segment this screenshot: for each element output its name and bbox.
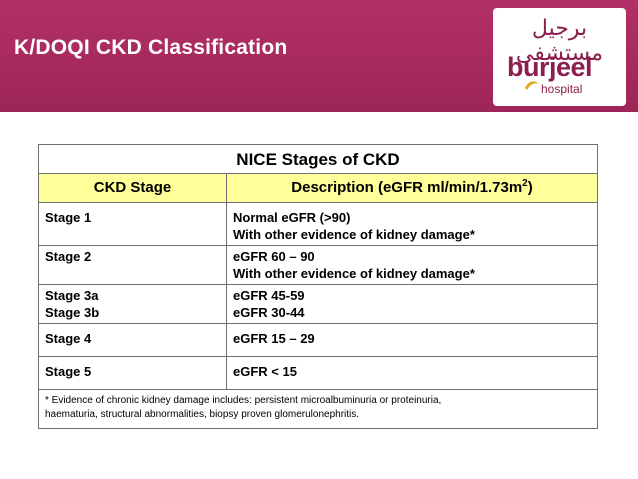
stage-label: Stage 1 — [45, 210, 92, 225]
header-description: Description (eGFR ml/min/1.73m2) — [225, 173, 599, 203]
logo-arabic-text: برجيل مستشفى — [515, 16, 604, 66]
stage-label: Stage 3a — [45, 288, 99, 303]
description-cell: Normal eGFR (>90) With other evidence of … — [225, 202, 599, 246]
stage-cell: Stage 1 — [38, 202, 227, 246]
table-header-row: CKD Stage Description (eGFR ml/min/1.73m… — [38, 173, 599, 203]
description-line: With other evidence of kidney damage* — [233, 266, 475, 281]
description-line: eGFR < 15 — [233, 364, 297, 379]
table-row: Stage 5 eGFR < 15 — [38, 356, 599, 390]
footnote-row: * Evidence of chronic kidney damage incl… — [37, 389, 599, 429]
description-cell: eGFR 60 – 90 With other evidence of kidne… — [225, 245, 599, 285]
stage-label: Stage 3b — [45, 305, 100, 320]
description-line: eGFR 60 – 90 — [233, 249, 315, 264]
table-row: Stage 2 eGFR 60 – 90 With other evidence … — [38, 245, 599, 285]
title-banner: K/DOQI CKD Classification برجيل مستشفى b… — [0, 0, 638, 112]
logo-subtitle-text: hospital — [541, 82, 583, 96]
description-line: eGFR 30-44 — [233, 305, 305, 320]
description-cell: eGFR 45-59 eGFR 30-44 — [225, 284, 599, 324]
footnote-cell: * Evidence of chronic kidney damage incl… — [37, 389, 599, 429]
description-cell: eGFR 15 – 29 — [225, 323, 599, 357]
footnote-line: * Evidence of chronic kidney damage incl… — [45, 395, 442, 406]
description-line: Normal eGFR (>90) — [233, 210, 351, 225]
stage-cell: Stage 4 — [38, 323, 227, 357]
ckd-stages-table: NICE Stages of CKD CKD Stage Description… — [37, 144, 599, 429]
description-line: With other evidence of kidney damage* — [233, 227, 475, 242]
table-row: Stage 3a Stage 3b eGFR 45-59 eGFR 30-44 — [38, 284, 599, 324]
footnote-line: haematuria, structural abnormalities, bi… — [45, 409, 360, 420]
stage-label: Stage 5 — [45, 364, 92, 379]
header-description-close: ) — [527, 179, 533, 196]
stage-cell: Stage 2 — [38, 245, 227, 285]
stage-label: Stage 4 — [45, 331, 92, 346]
stage-cell: Stage 5 — [38, 356, 227, 390]
slide-title: K/DOQI CKD Classification — [14, 36, 288, 59]
description-line: eGFR 45-59 — [233, 288, 305, 303]
table-row: Stage 1 Normal eGFR (>90) With other evid… — [38, 202, 599, 246]
stage-label: Stage 2 — [45, 249, 92, 264]
table-caption: NICE Stages of CKD — [37, 144, 599, 174]
logo-name-text: burjeel — [507, 52, 593, 82]
logo-swirl-icon — [525, 81, 539, 90]
description-line: eGFR 15 – 29 — [233, 331, 315, 346]
table-caption-row: NICE Stages of CKD — [37, 144, 599, 174]
description-cell: eGFR < 15 — [225, 356, 599, 390]
header-description-superscript: 2 — [522, 178, 528, 189]
header-description-text: Description (eGFR ml/min/1.73m — [291, 179, 523, 196]
header-ckd-stage: CKD Stage — [38, 173, 227, 203]
stage-cell: Stage 3a Stage 3b — [38, 284, 227, 324]
hospital-logo: برجيل مستشفى burjeel hospital — [493, 8, 626, 106]
table-row: Stage 4 eGFR 15 – 29 — [38, 323, 599, 357]
